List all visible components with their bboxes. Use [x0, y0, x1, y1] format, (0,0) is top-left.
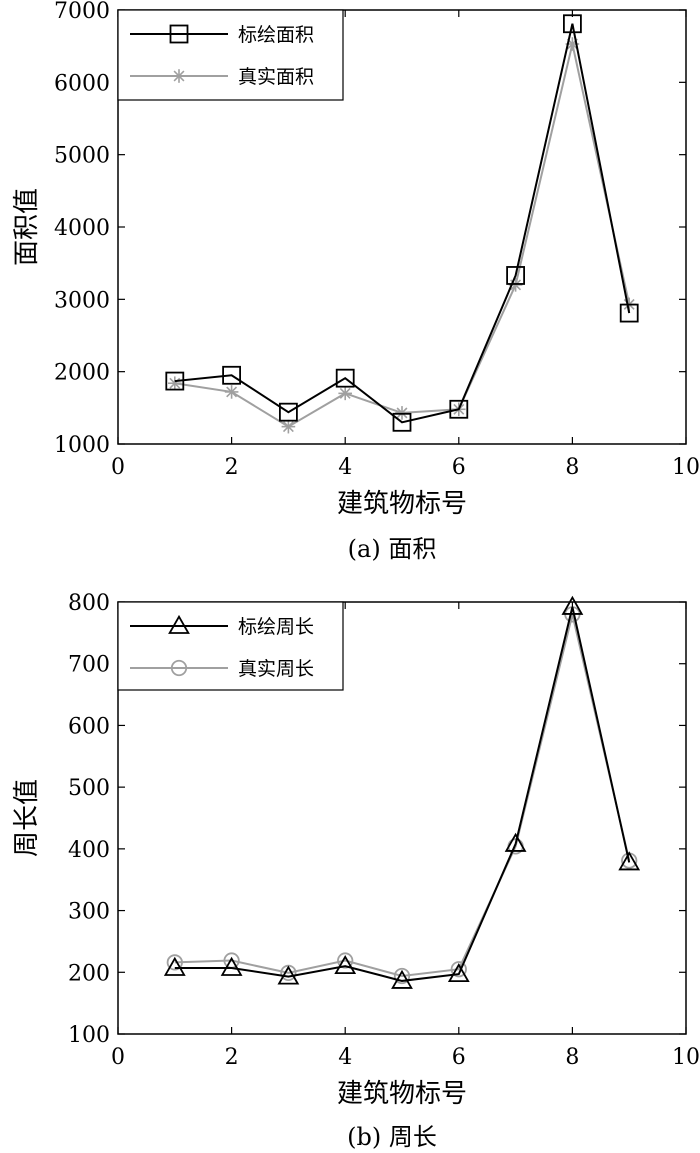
area-x-tick-label-10: 10: [672, 455, 700, 480]
legend-label-plotted-perimeter: 标绘周长: [238, 616, 314, 638]
perimeter-chart-ticks: 0 2 4 6 8 10 100 200 300 400 500 600 700 800: [68, 591, 700, 1070]
area-series-1-point-4-stroke-d2: [339, 387, 351, 399]
area-series-0-group: [165, 14, 639, 432]
area-x-tick-label-2: 2: [225, 455, 239, 480]
area-legend-marker-0: [169, 24, 189, 44]
perimeter-series-1-point-6: [450, 961, 467, 978]
perimeter-y-tick-label-300: 300: [68, 900, 110, 925]
area-chart-marks: [165, 14, 639, 434]
perimeter-legend-marker-0: [168, 614, 190, 634]
perimeter-chart: 0 2 4 6 8 10 100 200 300 400 500 600 700 800 建筑物标号 周长…: [12, 591, 700, 1151]
area-legend-marker-1-stroke-d2: [173, 70, 185, 82]
area-chart-x-axis-label: 建筑物标号: [337, 489, 467, 519]
perimeter-series-1-point-4: [337, 952, 354, 969]
area-chart-caption: (a) 面积: [348, 535, 437, 563]
area-chart-ticks: 0 2 4 6 8 10 1000 2000 3000 4000 5000 6000 7000: [54, 0, 700, 480]
perimeter-series-0-group: [163, 595, 641, 989]
area-x-tick-label-4: 4: [338, 455, 352, 480]
legend-entry-plotted-perimeter: 标绘周长: [130, 614, 314, 638]
perimeter-x-tick-label-0: 0: [111, 1045, 125, 1070]
perimeter-series-0-point-2: [220, 956, 243, 976]
area-series-0-point-1: [165, 371, 185, 391]
area-y-tick-label-3000: 3000: [54, 288, 110, 313]
perimeter-y-tick-label-500: 500: [68, 776, 110, 801]
area-x-tick-label-6: 6: [452, 455, 466, 480]
perimeter-series-0-point-3: [277, 965, 300, 985]
area-series-1-line: [174, 43, 631, 428]
legend-swatch-true-area: [130, 69, 228, 83]
legend-entry-true-area: 真实面积: [130, 66, 314, 88]
legend-label-plotted-area: 标绘面积: [238, 24, 314, 46]
perimeter-series-0-point-9: [618, 851, 641, 871]
perimeter-series-0-point-1: [163, 956, 186, 976]
perimeter-series-1-point-5: [393, 967, 411, 985]
area-series-1-point-5: [395, 406, 409, 420]
perimeter-series-0-point-4: [334, 954, 357, 975]
area-x-tick-label-0: 0: [111, 455, 125, 480]
legend-swatch-plotted-area: [130, 24, 228, 44]
area-series-0-point-6: [449, 399, 469, 419]
area-series-0-point-5: [392, 412, 412, 432]
perimeter-x-tick-label-2: 2: [225, 1045, 239, 1070]
perimeter-chart-y-axis-label: 周长值: [12, 779, 42, 857]
perimeter-series-0-point-7: [504, 832, 527, 852]
perimeter-chart-legend: 标绘周长 真实周长: [117, 601, 344, 691]
area-series-1-point-2-stroke-d2: [226, 386, 238, 398]
perimeter-x-tick-label-8: 8: [565, 1045, 579, 1070]
perimeter-chart-frame: [117, 601, 687, 1035]
area-y-tick-label-6000: 6000: [54, 71, 110, 96]
area-series-0-point-2: [222, 365, 242, 385]
area-y-tick-label-5000: 5000: [54, 144, 110, 169]
legend-swatch-plotted-perimeter: [130, 614, 228, 634]
perimeter-chart-marks: [163, 595, 641, 989]
area-series-0-point-7: [506, 266, 526, 285]
area-chart-legend: 标绘面积 真实面积: [117, 9, 344, 101]
area-series-0-point-3: [278, 402, 298, 422]
legend-label-true-area: 真实面积: [238, 66, 314, 88]
perimeter-x-tick-label-6: 6: [452, 1045, 466, 1070]
perimeter-y-tick-label-200: 200: [68, 961, 110, 986]
perimeter-series-0-point-8: [561, 595, 584, 615]
perimeter-y-tick-label-600: 600: [68, 714, 110, 739]
area-series-1-point-5-stroke-d2: [396, 407, 408, 419]
perimeter-series-1-point-1: [166, 954, 183, 971]
perimeter-chart-x-axis-label: 建筑物标号: [337, 1079, 467, 1109]
perimeter-x-tick-label-10: 10: [672, 1045, 700, 1070]
perimeter-y-tick-label-700: 700: [68, 653, 110, 678]
perimeter-x-tick-label-4: 4: [338, 1045, 352, 1070]
area-y-tick-label-1000: 1000: [54, 433, 110, 458]
area-y-tick-label-4000: 4000: [54, 216, 110, 241]
area-series-1-point-3-stroke-d2: [282, 421, 294, 433]
perimeter-y-tick-label-800: 800: [68, 591, 110, 616]
area-chart: 0 2 4 6 8 10 1000 2000 3000 4000 5000 6000 7000 建筑物标…: [12, 0, 700, 563]
area-x-tick-label-8: 8: [565, 455, 579, 480]
perimeter-series-0-point-5: [391, 969, 413, 989]
area-series-1-point-2: [224, 385, 239, 399]
perimeter-series-0-point-6: [447, 962, 470, 983]
area-series-1-point-7-stroke-d2: [510, 279, 522, 291]
area-y-tick-label-2000: 2000: [54, 361, 110, 386]
legend-entry-plotted-area: 标绘面积: [130, 24, 314, 46]
perimeter-y-tick-label-400: 400: [68, 838, 110, 863]
perimeter-series-0-line: [174, 606, 631, 982]
perimeter-series-1-line: [174, 614, 631, 978]
perimeter-legend-marker-1: [170, 659, 188, 677]
area-y-tick-label-7000: 7000: [54, 0, 110, 24]
area-legend-marker-1: [172, 69, 186, 83]
perimeter-chart-caption: (b) 周长: [347, 1123, 437, 1151]
area-chart-legend-box: [117, 9, 344, 101]
area-series-1-point-4: [338, 386, 352, 401]
area-series-1-point-1: [168, 376, 182, 391]
area-series-0-point-4: [335, 368, 355, 388]
area-series-0-point-9: [619, 303, 639, 323]
area-chart-y-axis-label: 面积值: [12, 188, 42, 266]
area-series-0-line: [174, 23, 631, 424]
legend-entry-true-perimeter: 真实周长: [130, 658, 314, 680]
perimeter-chart-legend-box: [117, 601, 344, 691]
area-series-1-point-3: [281, 419, 296, 434]
legend-swatch-true-perimeter: [130, 659, 228, 677]
perimeter-y-tick-label-100: 100: [68, 1023, 110, 1048]
legend-label-true-perimeter: 真实周长: [238, 658, 314, 680]
